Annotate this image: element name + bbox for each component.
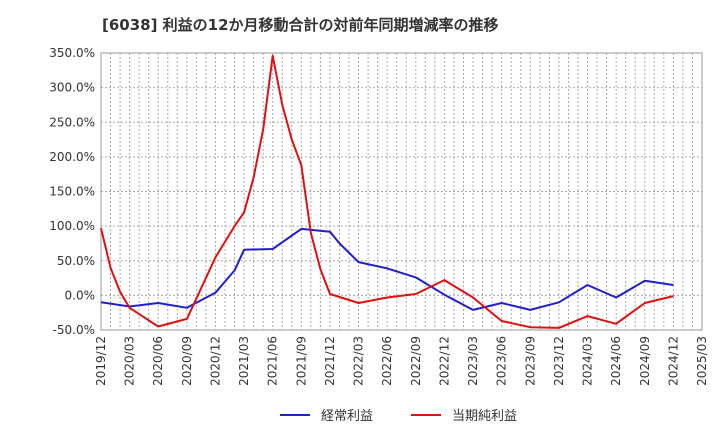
x-tick-label: 2019/12 xyxy=(94,336,108,386)
series-line-touki-junrieki xyxy=(100,54,674,329)
x-tick-label: 2022/09 xyxy=(409,336,423,386)
x-tick-label: 2022/12 xyxy=(437,336,451,386)
y-tick-label: 250.0% xyxy=(49,115,95,129)
x-tick-label: 2023/09 xyxy=(523,336,537,386)
series-line-keijo-rieki xyxy=(100,227,674,311)
y-tick-label: 350.0% xyxy=(49,46,95,60)
x-tick-label: 2024/09 xyxy=(638,336,652,386)
x-axis: 2019/12 2020/03 2020/06 2020/09 2020/12 2021/… xyxy=(94,336,709,386)
y-tick-label: 300.0% xyxy=(49,81,95,95)
y-tick-label: 100.0% xyxy=(49,219,95,233)
x-tick-label: 2020/03 xyxy=(123,336,137,386)
legend: 経常利益 当期純利益 xyxy=(280,409,517,424)
y-axis: -50.0% 0.0% 50.0% 100.0% 150.0% 200.0% 250.0% 3… xyxy=(49,46,95,337)
x-tick-label: 2020/06 xyxy=(151,336,165,386)
y-tick-label: 50.0% xyxy=(57,254,95,268)
x-tick-label: 2021/03 xyxy=(237,336,251,386)
plot-area xyxy=(100,52,703,331)
x-tick-label: 2020/12 xyxy=(208,336,222,386)
y-tick-label: -50.0% xyxy=(53,323,95,337)
legend-label-junrieki: 当期純利益 xyxy=(452,409,517,424)
x-tick-label: 2023/12 xyxy=(552,336,566,386)
chart-title: [6038] 利益の12か月移動合計の対前年同期増減率の推移 xyxy=(102,16,499,34)
x-tick-label: 2022/03 xyxy=(352,336,366,386)
x-tick-label: 2021/06 xyxy=(266,336,280,386)
grid-lines xyxy=(100,52,703,331)
legend-label-keijo: 経常利益 xyxy=(321,409,373,424)
y-tick-label: 0.0% xyxy=(65,288,96,302)
x-tick-label: 2021/12 xyxy=(323,336,337,386)
y-tick-label: 150.0% xyxy=(49,185,95,199)
x-tick-label: 2023/06 xyxy=(495,336,509,386)
x-tick-label: 2024/12 xyxy=(666,336,680,386)
x-tick-label: 2020/09 xyxy=(180,336,194,386)
y-tick-label: 200.0% xyxy=(49,150,95,164)
x-tick-label: 2021/09 xyxy=(294,336,308,386)
x-tick-label: 2023/03 xyxy=(466,336,480,386)
series-lines xyxy=(100,54,674,329)
x-tick-label: 2024/03 xyxy=(581,336,595,386)
x-tick-label: 2022/06 xyxy=(380,336,394,386)
x-tick-label: 2025/03 xyxy=(695,336,709,386)
x-tick-label: 2024/06 xyxy=(609,336,623,386)
